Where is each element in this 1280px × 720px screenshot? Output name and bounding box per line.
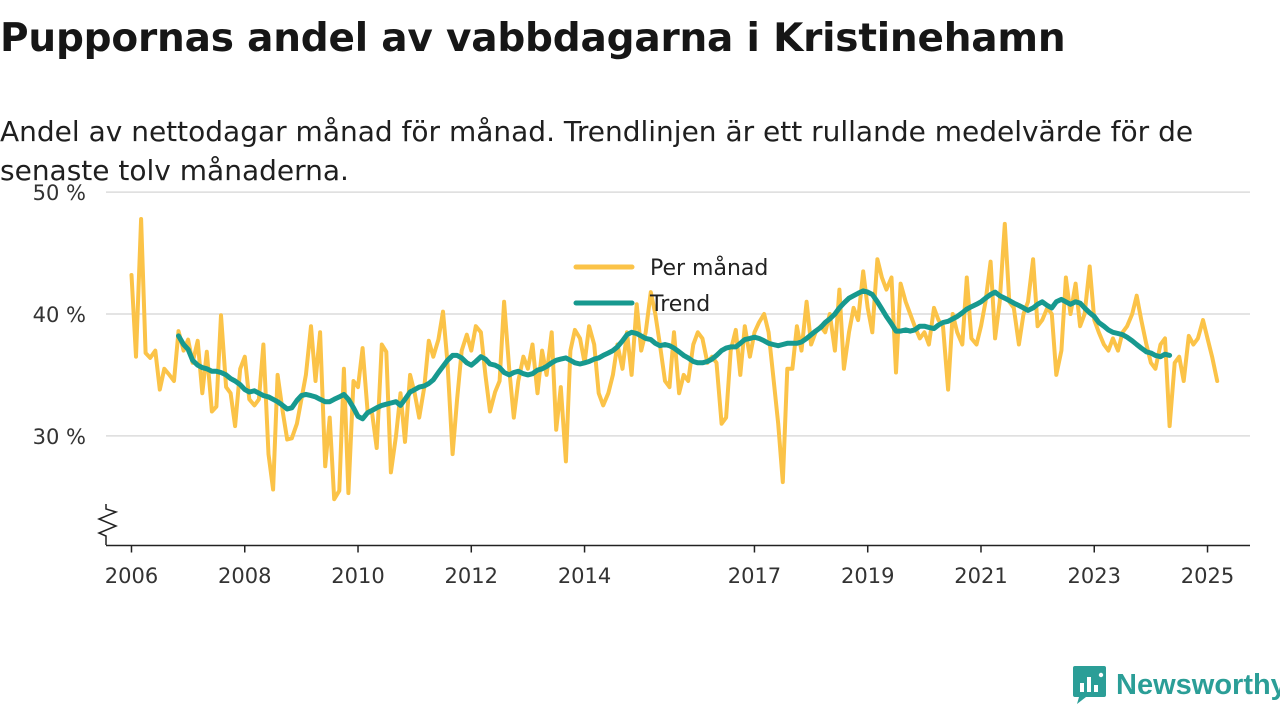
legend: Per månad Trend [573, 255, 768, 317]
y-tick-label: 30 % [33, 425, 86, 449]
x-tick-label: 2025 [1181, 564, 1234, 588]
x-tick-label: 2021 [954, 564, 1007, 588]
x-tick-label: 2006 [105, 564, 158, 588]
x-tick-label: 2012 [445, 564, 498, 588]
grid-lines [106, 191, 1250, 437]
chart-title: Puppornas andel av vabbdagarna i Kristin… [0, 16, 1066, 61]
x-axis-ticks: 2006 2008 2010 2012 2014 2017 2019 2021 2023 2025 [105, 545, 1234, 588]
x-tick-label: 2014 [558, 564, 611, 588]
chart-subtitle: Andel av nettodagar månad för månad. Tre… [0, 115, 1194, 187]
newsworthy-logo-icon [1073, 666, 1106, 704]
x-tick-label: 2008 [218, 564, 271, 588]
y-axis-labels: 30 % 40 % 50 % [33, 181, 86, 449]
series-layer [129, 217, 1220, 502]
brand-logo: Newsworthy [1072, 665, 1280, 705]
x-tick-label: 2019 [841, 564, 894, 588]
x-tick-label: 2017 [728, 564, 781, 588]
axis-break-icon [97, 504, 119, 545]
x-tick-label: 2010 [331, 564, 384, 588]
y-tick-label: 50 % [33, 181, 86, 205]
brand-name: Newsworthy [1116, 668, 1280, 701]
y-tick-label: 40 % [33, 303, 86, 327]
legend-label-monthly: Per månad [650, 255, 768, 281]
x-tick-label: 2023 [1068, 564, 1121, 588]
legend-label-trend: Trend [649, 292, 710, 317]
series-line-trend [176, 288, 1173, 422]
x-axis [97, 504, 1250, 547]
